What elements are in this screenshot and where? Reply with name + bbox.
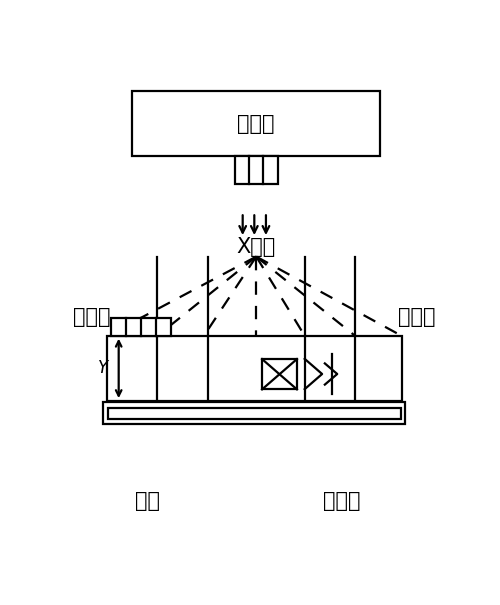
Text: X射线: X射线 [236,237,276,257]
Text: 被检物: 被检物 [398,307,436,327]
Bar [103,402,406,424]
Bar [235,157,278,185]
Bar [108,408,401,419]
Text: Y: Y [98,359,108,378]
Text: 透度计: 透度计 [73,307,110,327]
Text: 射线源: 射线源 [238,114,275,134]
Bar [262,359,297,390]
Bar [132,91,380,157]
Text: 胶片: 胶片 [135,491,160,511]
Bar [111,318,171,336]
Text: 胶片盒: 胶片盒 [323,491,360,511]
Bar [107,336,402,401]
